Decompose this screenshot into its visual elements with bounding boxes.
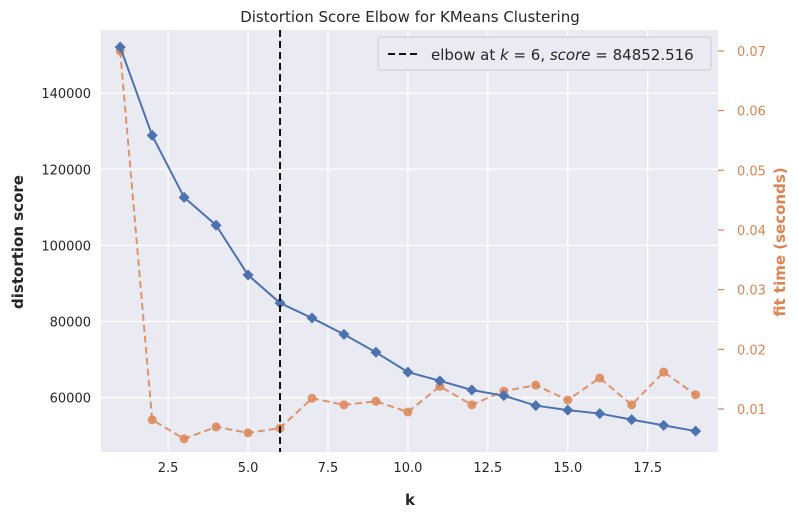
legend-elbow-label: elbow at k = 6, score = 84852.516	[431, 46, 694, 64]
x-tick-label: 7.5	[318, 461, 339, 476]
x-tick-label: 12.5	[473, 461, 502, 476]
fit-time-point	[627, 400, 637, 410]
fit-time-point	[531, 380, 541, 390]
y-tick-label: 80000	[50, 315, 91, 330]
fit-time-point	[467, 400, 477, 410]
x-gridlines	[167, 30, 649, 452]
distortion-point	[530, 400, 542, 412]
distortion-point	[466, 384, 478, 396]
fit-time-point	[371, 396, 381, 406]
fit-time-point	[595, 373, 605, 383]
y-tick-labels: 60000 80000 100000 120000 140000	[41, 87, 91, 406]
y2-tick-label: 0.06	[737, 105, 766, 120]
distortion-point	[242, 269, 254, 281]
distortion-point	[274, 297, 286, 309]
legend-box	[377, 36, 712, 71]
y2-tick-label: 0.03	[737, 284, 766, 299]
distortion-point	[338, 328, 350, 340]
fit-time-point	[691, 390, 701, 400]
y2-tick-labels: 0.01 0.02 0.03 0.04 0.05 0.06 0.07	[718, 45, 766, 418]
y2-axis-label: fit time (seconds)	[771, 167, 789, 316]
y2-tick-label: 0.04	[737, 224, 766, 239]
distortion-point	[146, 129, 158, 141]
distortion-point	[498, 390, 510, 402]
y-tick-label: 100000	[41, 239, 91, 254]
distortion-point	[402, 366, 414, 378]
plot-area	[101, 30, 718, 452]
distortion-point	[658, 419, 670, 431]
fit-time-point	[307, 393, 317, 403]
fit-time-series	[115, 46, 701, 444]
distortion-point	[114, 41, 126, 53]
distortion-point	[210, 219, 222, 231]
y2-tick-label: 0.05	[737, 164, 766, 179]
y2-tick-label: 0.07	[737, 45, 766, 60]
y-tick-label: 120000	[41, 163, 91, 178]
distortion-point	[594, 408, 606, 420]
x-tick-labels: 2.5 5.0 7.5 10.0 12.5 15.0 17.5	[158, 461, 662, 476]
fit-time-point	[659, 367, 669, 377]
x-tick-label: 5.0	[238, 461, 259, 476]
distortion-point	[690, 425, 702, 437]
y2-tick-label: 0.01	[737, 403, 766, 418]
distortion-point	[178, 191, 190, 203]
y2-tick-label: 0.02	[737, 343, 766, 358]
fit-time-point	[563, 395, 573, 405]
x-tick-label: 10.0	[393, 461, 422, 476]
fit-time-point	[243, 428, 253, 438]
y-tick-label: 140000	[41, 87, 91, 102]
distortion-point	[626, 414, 638, 426]
chart-title: Distortion Score Elbow for KMeans Cluste…	[240, 8, 580, 26]
fit-time-point	[339, 400, 349, 410]
distortion-series	[114, 41, 702, 437]
x-tick-label: 17.5	[633, 461, 662, 476]
x-tick-label: 2.5	[158, 461, 179, 476]
legend: elbow at k = 6, score = 84852.516	[377, 36, 712, 71]
y-gridlines	[101, 92, 718, 399]
fit-time-point	[435, 381, 445, 391]
fit-time-point	[179, 434, 189, 444]
distortion-point	[434, 375, 446, 387]
fit-time-point	[211, 422, 221, 432]
fit-time-point	[403, 407, 413, 417]
y-axis-label: distortion score	[9, 175, 27, 309]
y-tick-label: 60000	[50, 392, 91, 407]
x-axis-label: k	[405, 491, 416, 509]
fit-time-point	[147, 415, 157, 425]
distortion-point	[370, 346, 382, 358]
x-tick-label: 15.0	[553, 461, 582, 476]
distortion-point	[562, 404, 574, 416]
distortion-point	[306, 312, 318, 324]
